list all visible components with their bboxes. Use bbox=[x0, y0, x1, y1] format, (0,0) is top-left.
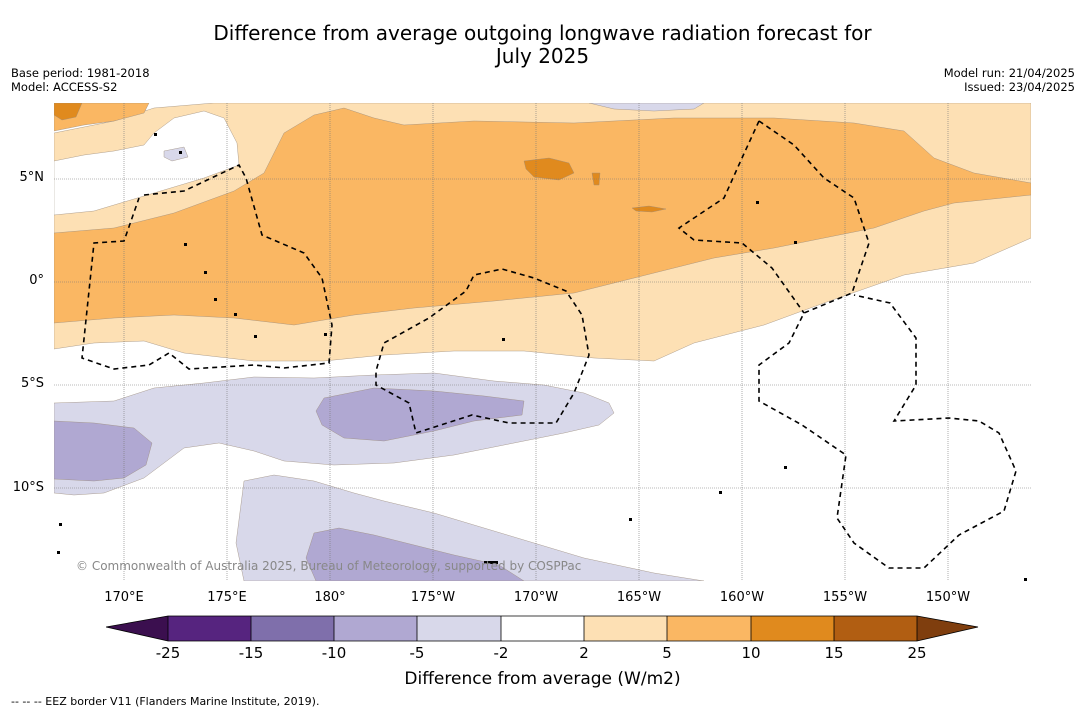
colorbar-extend-high bbox=[917, 616, 978, 641]
eez-borders bbox=[81, 120, 1017, 569]
model-run: Model run: 21/04/2025 bbox=[943, 66, 1075, 80]
anomaly-fill-dark-orange bbox=[523, 157, 575, 181]
lon-label-150w: 150°W bbox=[925, 590, 971, 605]
lon-label-160w: 160°W bbox=[719, 590, 765, 605]
lon-label-170e: 170°E bbox=[104, 590, 144, 605]
lon-label-165w: 165°W bbox=[616, 590, 662, 605]
lon-label-175e: 175°E bbox=[207, 590, 247, 605]
graticule bbox=[54, 103, 1031, 581]
colorbar-tick: 5 bbox=[662, 644, 672, 662]
colorbar-bin bbox=[501, 616, 584, 641]
colorbar-bin bbox=[751, 616, 834, 641]
eez-border-east-lower bbox=[677, 120, 805, 314]
map-title: Difference from average outgoing longwav… bbox=[0, 22, 1085, 68]
base-period: Base period: 1981-2018 bbox=[11, 66, 150, 80]
colorbar-tick: 10 bbox=[741, 644, 761, 662]
copyright-notice: © Commonwealth of Australia 2025, Bureau… bbox=[76, 559, 582, 573]
meta-right: Model run: 21/04/2025 Issued: 23/04/2025 bbox=[944, 66, 1075, 94]
colorbar-bin bbox=[168, 616, 251, 641]
lon-label-170w: 170°W bbox=[513, 590, 559, 605]
colorbar-tick: 15 bbox=[824, 644, 844, 662]
colorbar-tick: -10 bbox=[321, 644, 347, 662]
colorbar-bin bbox=[417, 616, 501, 641]
anomaly-fill-dark-orange bbox=[631, 205, 667, 213]
anomaly-fill-mid-purple bbox=[54, 420, 153, 482]
colorbar-bin bbox=[584, 616, 667, 641]
island-markers bbox=[57, 133, 1027, 581]
anomaly-fill-mid-orange bbox=[54, 107, 1031, 326]
anomaly-fill-mid-purple bbox=[305, 527, 525, 581]
colorbar-bin bbox=[334, 616, 417, 641]
lon-label-155w: 155°W bbox=[822, 590, 868, 605]
colorbar-bin bbox=[834, 616, 917, 641]
colorbar-tick: 2 bbox=[579, 644, 589, 662]
lat-label-5s: 5°S bbox=[20, 376, 44, 391]
lat-label-10s: 10°S bbox=[12, 480, 44, 495]
map-area bbox=[54, 103, 1031, 581]
anomaly-fill-neutral bbox=[54, 110, 240, 216]
map-svg bbox=[54, 103, 1031, 581]
colorbar-tick: -5 bbox=[409, 644, 425, 662]
colorbar-tick: -25 bbox=[155, 644, 181, 662]
colorbar-bin bbox=[667, 616, 751, 641]
lat-label-0: 0° bbox=[29, 273, 44, 288]
colorbar-tick: -15 bbox=[238, 644, 264, 662]
anomaly-fill-dark-orange bbox=[54, 103, 83, 121]
colorbar-label: Difference from average (W/m2) bbox=[404, 669, 681, 689]
title-line-2: July 2025 bbox=[495, 44, 590, 68]
lon-label-180: 180° bbox=[314, 590, 346, 605]
colorbar-bin bbox=[251, 616, 334, 641]
eez-border-east-upper bbox=[758, 120, 1017, 569]
eez-footnote: -- -- -- EEZ border V11 (Flanders Marine… bbox=[11, 695, 320, 708]
colorbar bbox=[105, 614, 981, 648]
issued-date: Issued: 23/04/2025 bbox=[964, 80, 1075, 94]
colorbar-tick: 25 bbox=[907, 644, 927, 662]
lat-label-5n: 5°N bbox=[19, 170, 45, 185]
eez-border-west bbox=[81, 163, 333, 370]
colorbar-tick: -2 bbox=[493, 644, 509, 662]
title-line-1: Difference from average outgoing longwav… bbox=[213, 21, 872, 45]
anomaly-fill-mid-purple bbox=[315, 387, 525, 442]
meta-left: Base period: 1981-2018 Model: ACCESS-S2 bbox=[11, 66, 150, 94]
anomaly-fill-light-purple bbox=[588, 103, 705, 112]
lon-label-175w: 175°W bbox=[410, 590, 456, 605]
colorbar-extend-low bbox=[106, 616, 168, 641]
anomaly-fill-light-purple bbox=[163, 146, 189, 162]
model-name: Model: ACCESS-S2 bbox=[11, 80, 118, 94]
eez-border-central bbox=[375, 268, 590, 435]
